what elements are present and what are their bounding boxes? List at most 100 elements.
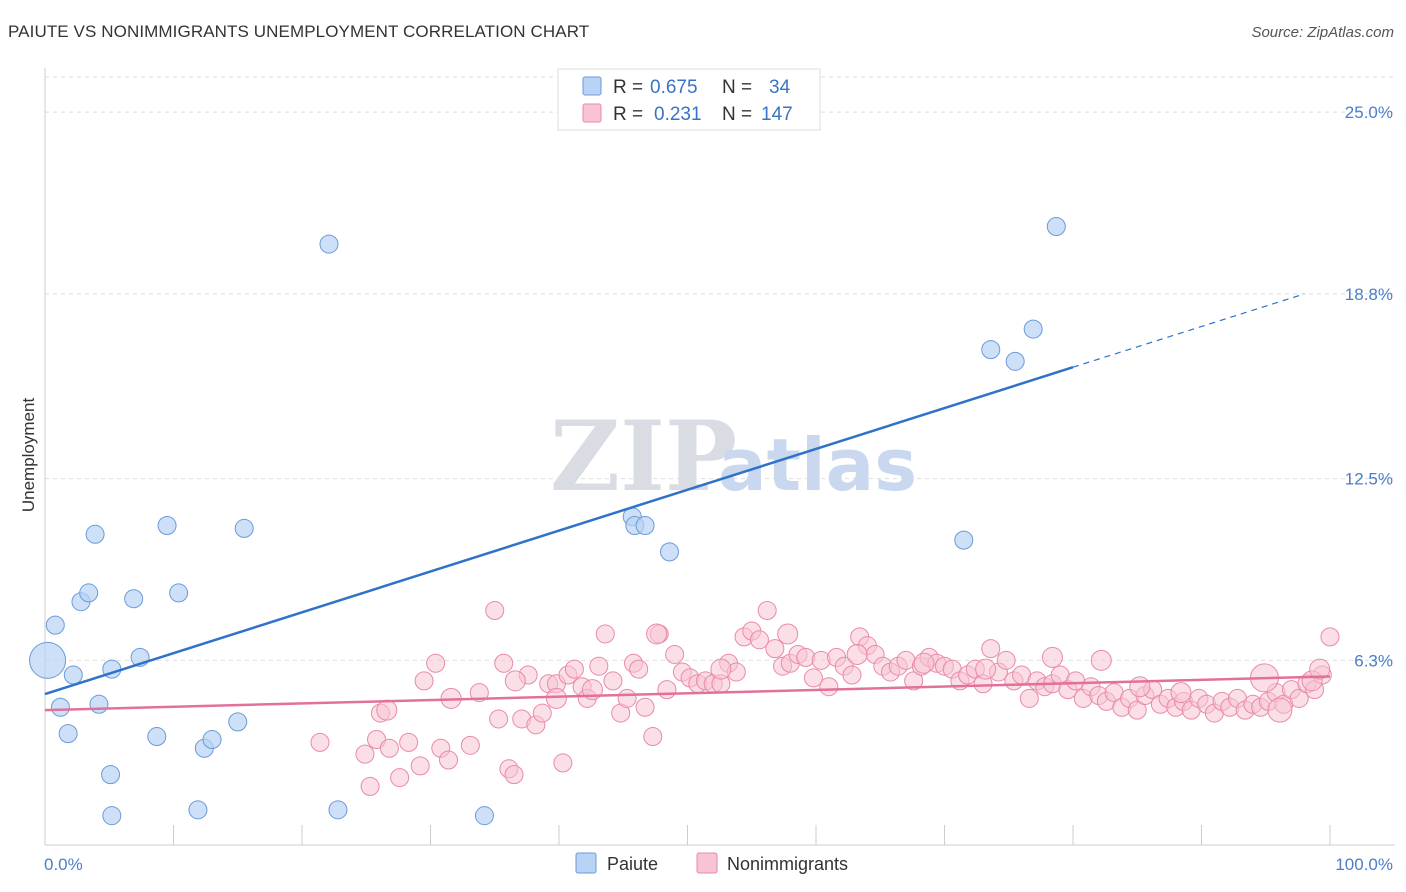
nonimmigrants-point-143 (545, 687, 567, 709)
paiute-point-1 (45, 615, 65, 635)
legend-nonimm-r-label: R = (613, 104, 643, 125)
nonimmigrants-point-61 (811, 650, 831, 670)
nonimmigrants-point-15 (485, 600, 505, 620)
nonimmigrants-point-32 (595, 624, 615, 644)
legend-nonimm-r-value: 0.231 (654, 104, 702, 125)
legend-box (557, 68, 821, 131)
legend-swatch-paiute (582, 76, 602, 96)
nonimmigrants-point-146 (376, 699, 398, 721)
x-tick-label-1: 100.0% (1335, 855, 1393, 874)
nonimmigrants-point-54 (757, 600, 777, 620)
paiute-point-16 (169, 583, 189, 603)
legend-paiute-r-label: R = (613, 77, 643, 98)
nonimmigrants-point-127 (1320, 627, 1340, 647)
nonimmigrants-point-65 (842, 665, 862, 685)
paiute-point-3 (58, 724, 78, 744)
paiute-point-29 (954, 530, 974, 550)
nonimmigrants-point-2 (360, 776, 380, 796)
watermark-atlas: atlas (718, 423, 917, 507)
nonimmigrants-point-88 (1019, 688, 1039, 708)
watermark-zip: ZIP (550, 400, 737, 513)
paiute-point-28 (660, 542, 680, 562)
paiute-point-23 (328, 800, 348, 820)
paiute-point-33 (1046, 216, 1066, 236)
paiute-point-31 (1005, 351, 1025, 371)
chart-title: PAIUTE VS NONIMMIGRANTS UNEMPLOYMENT COR… (8, 22, 590, 41)
nonimmigrants-point-38 (635, 697, 655, 717)
source-label: Source: ZipAtlas.com (1251, 24, 1394, 41)
y-tick-label-1: 12.5% (1345, 470, 1393, 489)
nonimmigrants-point-132 (1129, 676, 1151, 698)
legend-paiute-n-label: N = (722, 77, 752, 98)
nonimmigrants-point-33 (603, 671, 623, 691)
nonimmigrants-point-138 (846, 643, 868, 665)
nonimmigrants-point-139 (777, 623, 799, 645)
nonimmigrants-point-137 (913, 652, 935, 674)
bottom-legend-swatch-nonimmigrants (696, 852, 718, 874)
nonimmigrants-point-73 (904, 671, 924, 691)
nonimmigrants-point-140 (710, 658, 732, 680)
paiute-point-2 (50, 697, 70, 717)
nonimmigrants-point-135 (1041, 646, 1063, 668)
y-tick-label-3: 25.0% (1345, 103, 1393, 122)
nonimmigrants-point-0 (310, 732, 330, 752)
paiute-point-0 (29, 641, 67, 679)
x-tick-label-0: 0.0% (44, 855, 83, 874)
y-tick-label-2: 18.8% (1345, 285, 1393, 304)
nonimmigrants-point-141 (646, 623, 668, 645)
legend-paiute-n-value: 34 (769, 77, 791, 98)
nonimmigrants-point-37 (629, 659, 649, 679)
y-axis-label: Unemployment (19, 398, 38, 513)
nonimmigrants-trend-line (44, 675, 1331, 712)
nonimmigrants-point-131 (1309, 658, 1331, 680)
nonimmigrants-point-129 (1267, 697, 1293, 723)
nonimmigrants-point-83 (981, 639, 1001, 659)
nonimmigrants-point-133 (1170, 682, 1192, 704)
nonimmigrants-point-62 (819, 677, 839, 697)
nonimmigrants-point-85 (996, 650, 1016, 670)
paiute-point-22 (319, 234, 339, 254)
nonimmigrants-point-16 (489, 709, 509, 729)
paiute-point-15 (157, 515, 177, 535)
nonimmigrants-point-1 (355, 744, 375, 764)
bottom-legend-swatch-paiute (575, 852, 597, 874)
nonimmigrants-point-19 (504, 765, 524, 785)
paiute-point-17 (188, 800, 208, 820)
nonimmigrants-point-7 (399, 732, 419, 752)
nonimmigrants-point-39 (643, 727, 663, 747)
nonimmigrants-point-102 (1127, 700, 1147, 720)
bottom-legend-paiute: Paiute (607, 854, 658, 874)
paiute-point-8 (89, 694, 109, 714)
paiute-point-21 (234, 518, 254, 538)
paiute-trend-line (44, 366, 1074, 696)
paiute-point-27 (635, 515, 655, 535)
nonimmigrants-point-136 (975, 658, 997, 680)
nonimmigrants-point-9 (414, 671, 434, 691)
nonimmigrants-point-31 (589, 656, 609, 676)
nonimmigrants-point-60 (803, 668, 823, 688)
y-tick-labels: 6.3% 12.5% 18.8% 25.0% (1345, 103, 1393, 670)
nonimmigrants-point-123 (1289, 688, 1309, 708)
y-tick-label-0: 6.3% (1354, 651, 1393, 670)
paiute-point-12 (124, 589, 144, 609)
legend-paiute-r-value: 0.675 (650, 77, 698, 98)
nonimmigrants-point-17 (494, 653, 514, 673)
paiute-point-4 (63, 665, 83, 685)
axes (44, 68, 1395, 846)
trend-lines (44, 293, 1331, 712)
nonimmigrants-point-26 (553, 753, 573, 773)
nonimmigrants-points (310, 600, 1340, 796)
legend-swatch-nonimmigrants (582, 103, 602, 123)
paiute-point-7 (85, 524, 105, 544)
nonimmigrants-point-42 (665, 644, 685, 664)
paiute-points (29, 216, 1066, 826)
watermark: ZIP atlas (550, 400, 917, 513)
nonimmigrants-point-41 (657, 680, 677, 700)
nonimmigrants-point-12 (438, 750, 458, 770)
legend-nonimm-n-label: N = (722, 104, 752, 125)
nonimmigrants-point-28 (564, 659, 584, 679)
paiute-point-9 (101, 765, 121, 785)
paiute-point-30 (981, 340, 1001, 360)
bottom-legend: Paiute Nonimmigrants (575, 852, 848, 874)
